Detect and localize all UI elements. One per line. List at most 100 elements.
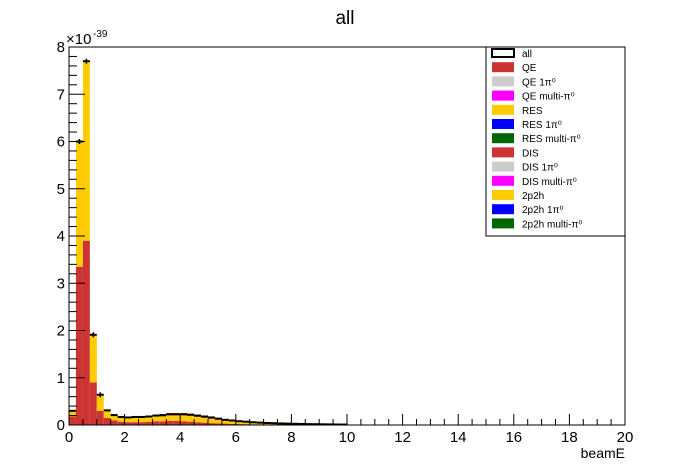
bar-qe-21 bbox=[214, 423, 222, 425]
total-markers bbox=[69, 58, 347, 426]
legend-swatch bbox=[492, 62, 514, 73]
bar-qe-7 bbox=[117, 421, 125, 425]
legend-label: all bbox=[522, 49, 532, 60]
legend-label: RES bbox=[522, 106, 543, 117]
bar-qe-20 bbox=[208, 423, 215, 425]
bar-res-7 bbox=[117, 417, 125, 422]
legend-label: RES multi-π⁰ bbox=[522, 134, 581, 145]
bar-res-17 bbox=[187, 416, 195, 422]
bar-res-22 bbox=[221, 420, 229, 424]
bar-qe-6 bbox=[110, 420, 118, 425]
bar-qe-13 bbox=[159, 421, 167, 425]
bar-res-2 bbox=[82, 63, 90, 241]
x-tick-label: 16 bbox=[505, 429, 522, 446]
legend-label: 2p2h bbox=[522, 191, 544, 202]
bar-qe-2 bbox=[82, 240, 90, 425]
legend-label: QE bbox=[522, 63, 537, 74]
legend-swatch bbox=[492, 119, 514, 129]
bar-qe-8 bbox=[124, 422, 132, 425]
y-tick-label: 6 bbox=[57, 134, 65, 151]
bar-res-27 bbox=[256, 423, 264, 425]
legend: all QE QE 1π⁰ QE multi-π⁰ RES RES 1π⁰ RES mult… bbox=[485, 46, 626, 237]
legend-swatch bbox=[492, 133, 514, 144]
y-multiplier: ×10 bbox=[66, 31, 91, 48]
bar-qe-14 bbox=[166, 420, 174, 425]
bar-res-23 bbox=[228, 421, 236, 424]
legend-swatch-all bbox=[491, 48, 515, 58]
y-exponent: -39 bbox=[93, 29, 108, 40]
bar-res-5 bbox=[103, 410, 111, 418]
y-tick-label: 5 bbox=[57, 181, 65, 198]
legend-label: DIS 1π⁰ bbox=[522, 163, 558, 174]
x-tick-label: 0 bbox=[65, 429, 73, 446]
bar-qe-16 bbox=[180, 421, 188, 425]
bar-res-14 bbox=[166, 415, 174, 421]
bar-qe-23 bbox=[228, 423, 236, 425]
bar-res-3 bbox=[89, 336, 97, 383]
chart-title: all bbox=[335, 8, 354, 29]
bar-qe-17 bbox=[187, 421, 195, 425]
bar-res-4 bbox=[96, 395, 104, 411]
x-tick-label: 20 bbox=[617, 429, 634, 446]
bar-qe-22 bbox=[221, 423, 229, 425]
bar-res-21 bbox=[214, 419, 222, 424]
bar-qe-1 bbox=[75, 266, 83, 425]
bar-res-13 bbox=[159, 416, 167, 422]
bar-qe-12 bbox=[152, 421, 160, 425]
x-tick-label: 10 bbox=[339, 429, 356, 446]
legend-swatch bbox=[492, 161, 514, 172]
bar-res-11 bbox=[145, 417, 153, 422]
legend-label: RES 1π⁰ bbox=[522, 120, 562, 131]
legend-swatch bbox=[492, 190, 514, 200]
bar-qe-0 bbox=[69, 416, 76, 425]
legend-swatch bbox=[492, 147, 514, 158]
bar-res-10 bbox=[138, 417, 146, 423]
legend-label: DIS multi-π⁰ bbox=[522, 177, 577, 188]
legend-swatch bbox=[492, 218, 514, 229]
bar-res-15 bbox=[173, 415, 181, 421]
x-tick-label: 2 bbox=[120, 429, 128, 446]
bar-qe-4 bbox=[96, 410, 104, 425]
bar-res-24 bbox=[235, 421, 243, 425]
legend-swatch bbox=[492, 204, 514, 215]
bar-res-12 bbox=[152, 416, 160, 422]
legend-swatch bbox=[492, 104, 514, 115]
bar-res-6 bbox=[110, 415, 118, 421]
legend-label: 2p2h 1π⁰ bbox=[522, 205, 564, 216]
y-tick-label: 3 bbox=[57, 275, 65, 292]
bar-qe-11 bbox=[145, 421, 153, 425]
bar-res-9 bbox=[131, 417, 139, 423]
y-exponent-label: ×10 -39 bbox=[66, 29, 108, 48]
x-tick-label: 4 bbox=[176, 429, 184, 446]
bar-qe-9 bbox=[131, 422, 139, 425]
bar-qe-15 bbox=[173, 420, 181, 425]
x-tick-label: 8 bbox=[287, 429, 295, 446]
y-tick-label: 7 bbox=[57, 86, 65, 103]
y-axis: 0 1 2 3 4 5 6 7 8 bbox=[57, 39, 85, 434]
x-tick-label: 6 bbox=[232, 429, 240, 446]
legend-swatch bbox=[492, 175, 514, 186]
bar-qe-5 bbox=[103, 417, 111, 425]
legend-label: QE 1π⁰ bbox=[522, 77, 556, 88]
bar-qe-18 bbox=[194, 422, 202, 425]
legend-label: 2p2h multi-π⁰ bbox=[522, 219, 582, 230]
x-tick-label: 18 bbox=[561, 429, 578, 446]
bar-res-1 bbox=[75, 143, 83, 267]
bar-res-25 bbox=[242, 422, 250, 425]
legend-swatch bbox=[492, 90, 514, 101]
bar-res-0 bbox=[69, 411, 76, 417]
bar-res-26 bbox=[249, 422, 257, 425]
bar-res-8 bbox=[124, 418, 132, 423]
bar-res-16 bbox=[180, 415, 188, 422]
bar-qe-10 bbox=[138, 422, 146, 425]
y-tick-label: 8 bbox=[57, 39, 65, 56]
x-tick-label: 12 bbox=[394, 429, 411, 446]
bar-qe-3 bbox=[89, 382, 97, 425]
x-axis: 0 2 4 6 8 10 12 14 16 18 20 bbox=[65, 414, 634, 446]
x-axis-title: beamE bbox=[581, 445, 625, 461]
legend-label: QE multi-π⁰ bbox=[522, 92, 575, 103]
y-tick-label: 2 bbox=[57, 323, 65, 340]
bar-res-20 bbox=[208, 418, 215, 424]
bar-res-28 bbox=[263, 423, 271, 425]
